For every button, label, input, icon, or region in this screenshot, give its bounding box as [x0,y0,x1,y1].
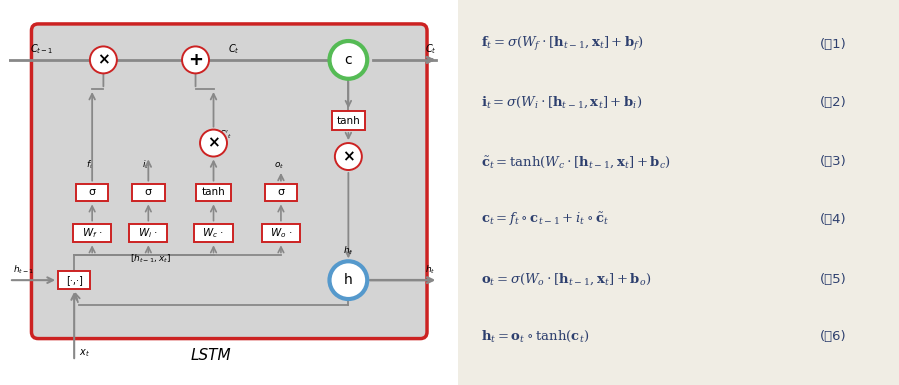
FancyBboxPatch shape [194,224,233,243]
Text: (式4): (式4) [820,213,846,226]
FancyBboxPatch shape [264,184,297,201]
Text: (式3): (式3) [820,155,847,168]
FancyBboxPatch shape [76,184,108,201]
Text: (式2): (式2) [820,95,847,109]
Circle shape [329,41,368,79]
Text: ×: × [97,52,110,67]
Text: $h_t$: $h_t$ [425,263,435,276]
Circle shape [334,143,361,170]
Text: σ: σ [145,187,152,198]
Text: $[h_{t-1},x_t]$: $[h_{t-1},x_t]$ [130,252,171,265]
Circle shape [200,130,227,157]
Text: $C_{t-1}$: $C_{t-1}$ [30,42,53,55]
Text: $\mathbf{c}_t = f_t \circ \mathbf{c}_{t-1} + i_t \circ \tilde{\mathbf{c}}_t$: $\mathbf{c}_t = f_t \circ \mathbf{c}_{t-… [481,211,609,228]
Text: LSTM: LSTM [191,348,232,363]
FancyBboxPatch shape [196,184,231,201]
Text: ×: × [342,149,355,164]
Text: $W_f$ ·: $W_f$ · [82,226,102,240]
Text: $h_{t-1}$: $h_{t-1}$ [13,263,34,276]
Text: $i_t$: $i_t$ [142,159,150,171]
Text: tanh: tanh [336,116,360,126]
FancyBboxPatch shape [132,184,165,201]
Text: $f_t$: $f_t$ [86,159,93,171]
Circle shape [329,261,368,299]
Circle shape [182,47,209,74]
Text: tanh: tanh [201,187,226,198]
Text: [·,·]: [·,·] [66,275,83,285]
Text: $W_c$ ·: $W_c$ · [202,226,225,240]
FancyBboxPatch shape [73,224,111,243]
Text: $\mathbf{o}_t = \sigma(W_o \cdot [\mathbf{h}_{t-1}, \mathbf{x}_t] + \mathbf{b}_o: $\mathbf{o}_t = \sigma(W_o \cdot [\mathb… [481,271,651,287]
Text: $\mathbf{h}_t = \mathbf{o}_t \circ \tanh(\mathbf{c}_t)$: $\mathbf{h}_t = \mathbf{o}_t \circ \tanh… [481,329,589,345]
Text: (式6): (式6) [820,330,846,343]
FancyBboxPatch shape [458,0,899,385]
Text: σ: σ [89,187,95,198]
Text: $W_o$ ·: $W_o$ · [270,226,292,240]
Text: σ: σ [278,187,284,198]
Circle shape [90,47,117,74]
FancyBboxPatch shape [58,271,90,289]
FancyBboxPatch shape [31,24,427,338]
Text: $o_t$: $o_t$ [273,161,284,171]
Text: (式5): (式5) [820,273,847,286]
Text: $\tilde{\mathbf{c}}_t = \tanh(W_c \cdot [\mathbf{h}_{t-1}, \mathbf{x}_t] + \math: $\tilde{\mathbf{c}}_t = \tanh(W_c \cdot … [481,154,671,170]
Text: $C_t$: $C_t$ [228,42,239,55]
Text: $x_t$: $x_t$ [79,348,90,360]
Text: (式1): (式1) [820,38,847,51]
Text: $C'_t$: $C'_t$ [219,129,232,141]
Text: $\mathbf{i}_t = \sigma(W_i \cdot [\mathbf{h}_{t-1}, \mathbf{x}_t] + \mathbf{b}_i: $\mathbf{i}_t = \sigma(W_i \cdot [\mathb… [481,94,642,110]
Text: c: c [344,53,352,67]
FancyBboxPatch shape [129,224,167,243]
Text: h: h [344,273,352,287]
Text: $C_t$: $C_t$ [425,42,436,55]
FancyBboxPatch shape [332,111,365,130]
Text: $\mathbf{f}_t = \sigma(W_f \cdot [\mathbf{h}_{t-1}, \mathbf{x}_t] + \mathbf{b}_f: $\mathbf{f}_t = \sigma(W_f \cdot [\mathb… [481,35,644,53]
FancyBboxPatch shape [262,224,300,243]
Text: +: + [188,51,203,69]
Text: $h_t$: $h_t$ [343,244,353,257]
Text: $W_i$ ·: $W_i$ · [138,226,158,240]
Text: ×: × [207,136,220,151]
